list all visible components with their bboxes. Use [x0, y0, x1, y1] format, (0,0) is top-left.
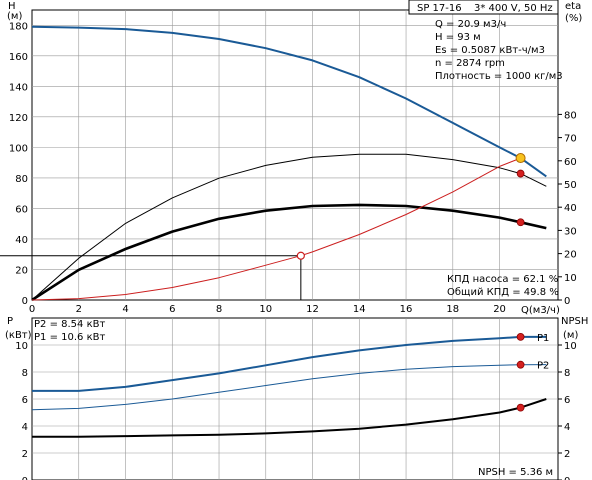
lower-left-tick-label: 0 — [22, 476, 28, 480]
total-efficiency-curve — [31, 203, 547, 302]
x-tick-label: 14 — [353, 304, 366, 315]
x-tick-label: 6 — [169, 304, 175, 315]
duty-point-marker — [515, 153, 526, 164]
x-tick-label: 18 — [446, 304, 459, 315]
lower-right-tick-label: 2 — [564, 449, 570, 460]
system-intersection-marker — [296, 251, 305, 260]
left-axis-title-p: P — [7, 316, 13, 327]
lower-curves — [31, 335, 547, 438]
lower-tick-labels: 0 0 2 2 4 4 6 6 8 8 10 10 — [15, 341, 577, 480]
right-axis-unit-npsh: (м) — [563, 330, 578, 341]
lower-right-tick-label: 6 — [564, 395, 570, 406]
right-tick-label: 80 — [564, 110, 577, 121]
left-tick-label: 60 — [15, 204, 28, 215]
x-tick-label: 20 — [493, 304, 506, 315]
right-tick-label: 40 — [564, 203, 577, 214]
lower-grid — [32, 318, 558, 480]
left-axis-title-h: H — [8, 1, 16, 12]
total-efficiency-value: Общий КПД = 49.8 % — [447, 287, 559, 298]
operating-reference-lines — [0, 255, 302, 300]
right-axis-title-eta: eta — [565, 1, 581, 12]
x-tick-label: 4 — [122, 304, 128, 315]
pump-model: SP 17-16 — [417, 3, 462, 14]
x-axis-label: Q(м3/ч) — [521, 305, 560, 316]
lower-right-tick-label: 4 — [564, 422, 570, 433]
left-tick-label: 120 — [9, 113, 28, 124]
p1-curve — [32, 335, 547, 392]
left-tick-label: 140 — [9, 82, 28, 93]
left-tick-label: 100 — [9, 143, 28, 154]
pump-efficiency-curve — [31, 153, 547, 301]
p1-value: P1 = 10.6 кВт — [34, 332, 105, 343]
x-tick-label: 10 — [259, 304, 272, 315]
head-curve — [31, 25, 547, 178]
motor-spec: 3* 400 V, 50 Hz — [474, 3, 553, 14]
power-npsh-panel: 0 0 2 2 4 4 6 6 8 8 10 10 P1 P2 P (кВт) NPSH (м) P2 … — [5, 316, 588, 480]
duty-point-info: Q = 20.9 м3/ч H = 93 м Es = 0.5087 кВт-ч… — [435, 19, 563, 82]
x-tick-label: 8 — [216, 304, 222, 315]
right-tick-label: 60 — [564, 157, 577, 168]
upper-frame — [31, 9, 559, 301]
lower-duty-marker — [516, 360, 525, 369]
lower-markers — [516, 332, 525, 412]
npsh-value: NPSH = 5.36 м — [478, 467, 553, 478]
left-tick-label: 0 — [22, 296, 28, 307]
lower-left-tick-label: 10 — [15, 341, 28, 352]
right-tick-label: 20 — [564, 250, 577, 261]
right-tick-label: 70 — [564, 134, 577, 145]
left-tick-label: 80 — [15, 174, 28, 185]
lower-duty-marker — [516, 403, 525, 412]
efficiency-marker — [516, 169, 525, 178]
left-tick-label: 40 — [15, 235, 28, 246]
lower-right-tick-label: 0 — [564, 476, 570, 480]
left-axis-unit-p: (кВт) — [5, 330, 32, 341]
left-axis-unit-h: (м) — [7, 11, 22, 22]
right-axis-title-npsh: NPSH — [561, 316, 588, 327]
series-label-p2: P2 — [537, 361, 549, 372]
right-tick-label: 50 — [564, 180, 577, 191]
left-tick-label: 180 — [9, 21, 28, 32]
upper-markers — [296, 153, 526, 260]
efficiency-marker — [516, 218, 525, 227]
left-tick-label: 20 — [15, 265, 28, 276]
upper-tick-labels: 0 2 4 6 8 10 12 14 16 18 2002040608010012014016018… — [9, 21, 577, 315]
x-tick-label: 16 — [400, 304, 413, 315]
lower-left-tick-label: 6 — [22, 395, 28, 406]
right-tick-label: 0 — [564, 296, 570, 307]
density-value: Плотность = 1000 кг/м3 — [435, 71, 563, 82]
flow-value: Q = 20.9 м3/ч — [435, 19, 506, 30]
lower-duty-marker — [516, 332, 525, 341]
lower-series-labels: P1 P2 — [537, 333, 549, 372]
lower-right-tick-label: 8 — [564, 368, 570, 379]
right-tick-label: 30 — [564, 226, 577, 237]
header-box — [408, 0, 559, 15]
x-tick-label: 2 — [76, 304, 82, 315]
lower-left-tick-label: 4 — [22, 422, 28, 433]
p2-curve — [31, 364, 547, 411]
lower-left-tick-label: 2 — [22, 449, 28, 460]
head-efficiency-panel: 0 2 4 6 8 10 12 14 16 18 2002040608010012014016018… — [0, 0, 582, 316]
left-tick-label: 160 — [9, 52, 28, 63]
p2-value: P2 = 8.54 кВт — [34, 319, 105, 330]
lower-right-tick-label: 10 — [564, 341, 577, 352]
x-tick-label: 12 — [306, 304, 319, 315]
lower-left-tick-label: 8 — [22, 368, 28, 379]
right-tick-label: 10 — [564, 273, 577, 284]
pump-efficiency-value: КПД насоса = 62.1 % — [447, 274, 558, 285]
x-tick-label: 0 — [29, 304, 35, 315]
efficiency-info: КПД насоса = 62.1 % Общий КПД = 49.8 % — [447, 274, 559, 298]
head-value: H = 93 м — [435, 32, 481, 43]
series-label-p1: P1 — [537, 333, 549, 344]
npsh-curve — [32, 398, 547, 438]
energy-value: Es = 0.5087 кВт-ч/м3 — [435, 45, 545, 56]
right-axis-unit-eta: (%) — [565, 13, 582, 24]
speed-value: n = 2874 rpm — [435, 58, 505, 69]
